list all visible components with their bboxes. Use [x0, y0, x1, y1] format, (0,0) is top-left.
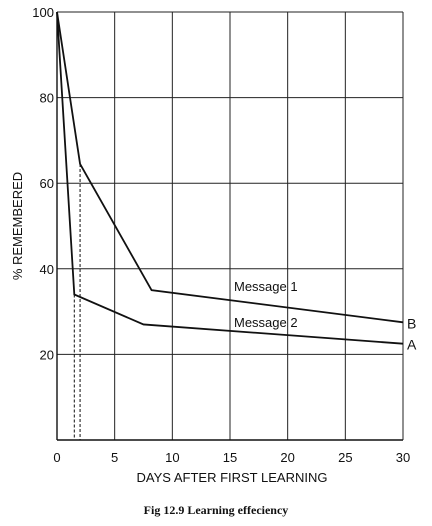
series-line-2	[56, 11, 404, 345]
x-tick-label: 5	[111, 450, 118, 465]
x-tick-label: 0	[53, 450, 60, 465]
reference-lines	[73, 163, 81, 440]
series-name-label: Message 1	[234, 279, 298, 294]
figure-caption: Fig 12.9 Learning effeciency	[143, 503, 289, 517]
y-tick-label: 40	[40, 262, 54, 277]
y-tick-label: 80	[40, 91, 54, 106]
x-tick-label: 10	[165, 450, 179, 465]
tick-labels: 0 5 10 15 20 25 30 20 40 60 80 100	[32, 5, 410, 465]
axes	[56, 12, 403, 441]
series-name-label: Message 2	[234, 315, 298, 330]
x-tick-label: 15	[223, 450, 237, 465]
series-line-1	[56, 11, 404, 324]
y-axis-label: % REMEMBERED	[10, 172, 25, 280]
y-tick-label: 60	[40, 176, 54, 191]
x-tick-label: 30	[396, 450, 410, 465]
grid	[57, 11, 404, 440]
series-labels: Message 1 B Message 2 A	[234, 279, 417, 353]
series-end-label: A	[407, 337, 417, 353]
x-tick-label: 25	[338, 450, 352, 465]
series-end-label: B	[407, 315, 416, 331]
x-axis-label: DAYS AFTER FIRST LEARNING	[137, 470, 328, 485]
series-lines	[56, 11, 404, 345]
x-tick-label: 20	[280, 450, 294, 465]
y-tick-label: 20	[40, 347, 54, 362]
y-tick-label: 100	[32, 5, 54, 20]
